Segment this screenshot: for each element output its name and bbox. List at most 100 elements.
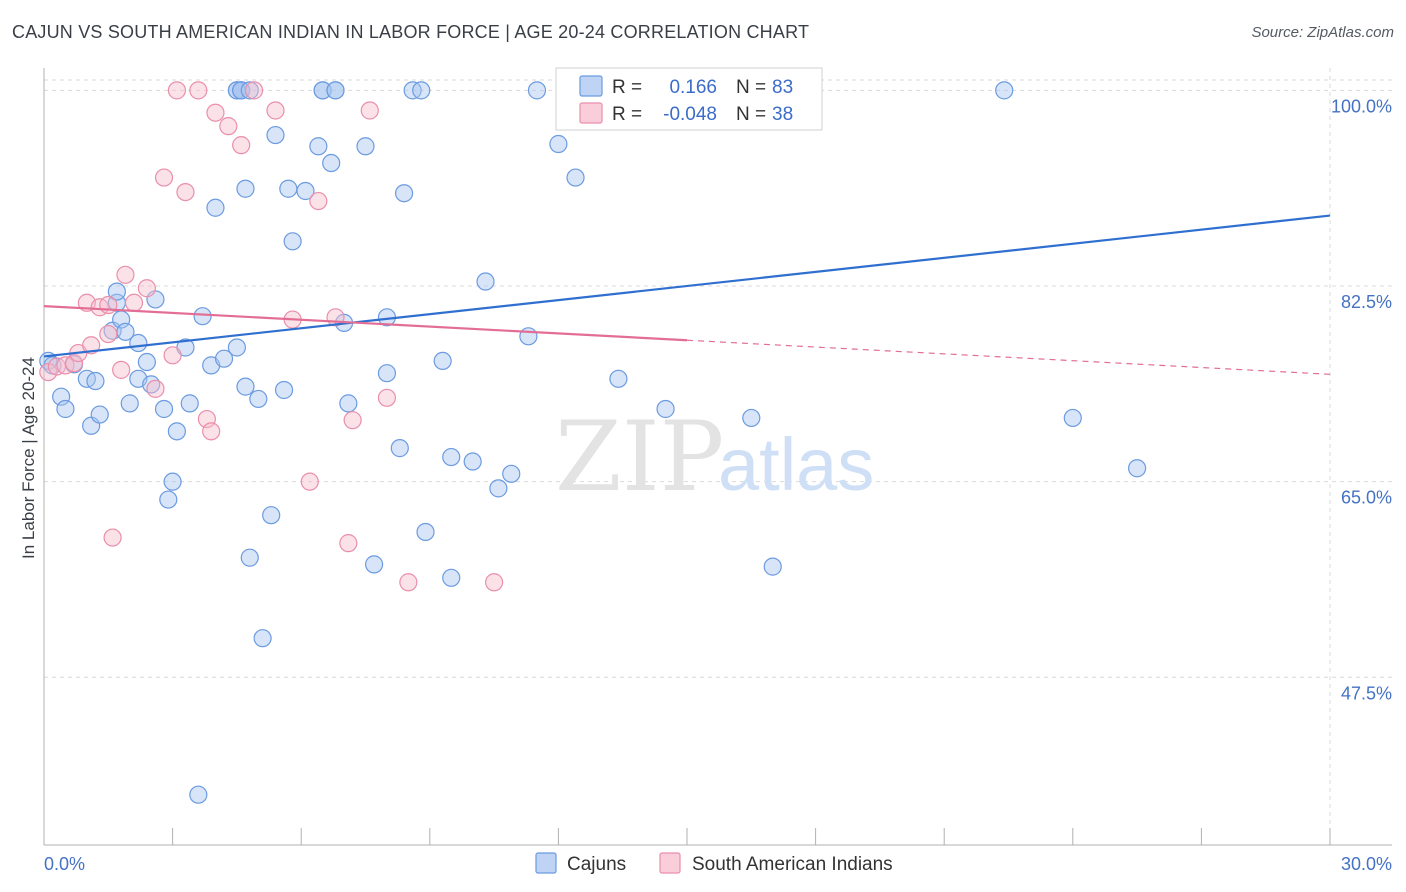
legend-swatch-south-american-indians [579,102,603,124]
data-point-cajuns [86,371,105,391]
data-point-cajuns [206,198,225,217]
legend-n-label: N = [736,77,766,98]
data-point-south-american-indians [266,101,285,120]
data-point-south-american-indians [82,336,101,355]
x-tick-label: 0.0% [44,854,85,874]
data-point-south-american-indians [244,81,264,100]
data-point-south-american-indians [163,346,182,365]
data-point-cajuns [433,351,452,371]
y-tick-label: 100.0% [1331,96,1392,116]
data-point-south-american-indians [219,117,238,136]
data-point-cajuns [377,364,397,383]
legend-r-value-cajuns: 0.166 [669,77,717,98]
trend-line-south-american-indians-extension [686,339,1331,375]
legend-r-label: R = [612,77,642,98]
data-point-south-american-indians [167,81,186,100]
data-point-cajuns [236,179,255,198]
data-point-cajuns [416,522,435,542]
data-point-cajuns [502,464,521,483]
data-point-cajuns [326,81,345,100]
data-point-south-american-indians [64,354,84,373]
data-point-cajuns [656,399,675,419]
data-point-cajuns [763,557,782,576]
x-tick-label: 30.0% [1341,854,1392,874]
data-point-south-american-indians [176,182,195,202]
data-point-cajuns [283,232,302,251]
data-point-cajuns [163,472,182,491]
data-point-south-american-indians [103,528,122,547]
watermark-zip: ZIP [555,401,724,513]
data-point-cajuns [214,349,234,368]
legend-n-value-cajuns: 83 [772,77,793,98]
data-point-cajuns [56,399,75,419]
data-point-cajuns [309,137,328,156]
y-axis-title: In Labor Force | Age 20-24 [19,357,38,559]
x-tick-labels: 0.0% 30.0% [44,854,1392,874]
legend-n-label: N = [736,104,766,125]
trend-line-south-american-indians [43,305,688,342]
source-label: Source: ZipAtlas.com [1251,24,1394,41]
y-tick-label: 82.5% [1341,292,1392,312]
data-point-cajuns [995,81,1014,100]
data-point-cajuns [159,490,178,509]
data-point-cajuns [313,81,332,100]
data-point-south-american-indians [399,573,418,592]
data-point-cajuns [339,394,358,413]
data-point-cajuns [227,338,246,357]
data-point-cajuns [1063,408,1082,428]
y-tick-labels: 47.5% 65.0% 82.5% 100.0% [1331,96,1392,703]
y-tick-label: 65.0% [1341,488,1392,508]
data-point-south-american-indians [146,379,165,398]
data-point-south-american-indians [300,472,319,491]
data-point-cajuns [193,307,212,326]
data-point-cajuns [167,422,186,441]
data-point-cajuns [253,629,272,648]
data-point-south-american-indians [189,81,208,100]
data-point-cajuns [527,81,547,100]
data-point-cajuns [180,394,199,413]
data-point-cajuns [390,439,409,458]
legend-r-value-south-american-indians: -0.048 [663,104,717,125]
data-point-south-american-indians [99,295,118,315]
data-point-cajuns [364,555,384,574]
data-point-cajuns [249,389,268,409]
data-point-cajuns [442,447,461,467]
data-point-south-american-indians [343,411,362,430]
data-point-south-american-indians [309,191,328,211]
watermark-atlas: atlas [718,423,874,506]
data-point-cajuns [519,327,538,346]
legend-n-value-south-american-indians: 38 [772,104,793,125]
data-point-cajuns [296,181,315,201]
data-point-cajuns [236,377,255,396]
axes [43,68,1392,846]
data-point-cajuns [189,785,208,804]
y-tick-label: 47.5% [1341,683,1392,703]
data-point-cajuns [120,394,139,413]
legend-r-label: R = [612,104,642,125]
bottom-legend-swatch-cajuns [535,852,557,874]
data-point-cajuns [356,137,375,156]
legend-swatch-cajuns [579,75,603,97]
trend-lines [43,214,1331,375]
series-legend: Cajuns South American Indians [535,852,893,875]
data-point-cajuns [322,153,341,173]
data-point-cajuns [107,282,126,301]
data-point-cajuns [609,369,628,388]
data-point-cajuns [262,506,281,525]
data-point-south-american-indians [377,388,397,407]
data-point-south-american-indians [339,534,358,553]
stats-legend: R = 0.166 N = 83 R = -0.048 N = 38 [555,67,823,131]
grid-lines [44,68,1392,845]
data-point-cajuns [240,548,259,567]
data-point-cajuns [742,408,761,428]
data-point-south-american-indians [360,101,379,120]
data-point-south-american-indians [202,422,221,441]
data-point-cajuns [129,333,148,353]
bottom-legend-label-cajuns: Cajuns [567,854,626,875]
data-point-south-american-indians [154,168,174,187]
bottom-legend-swatch-south-american-indians [659,852,681,874]
data-point-cajuns [566,168,585,187]
data-point-cajuns [240,81,259,100]
data-point-cajuns [154,399,174,419]
